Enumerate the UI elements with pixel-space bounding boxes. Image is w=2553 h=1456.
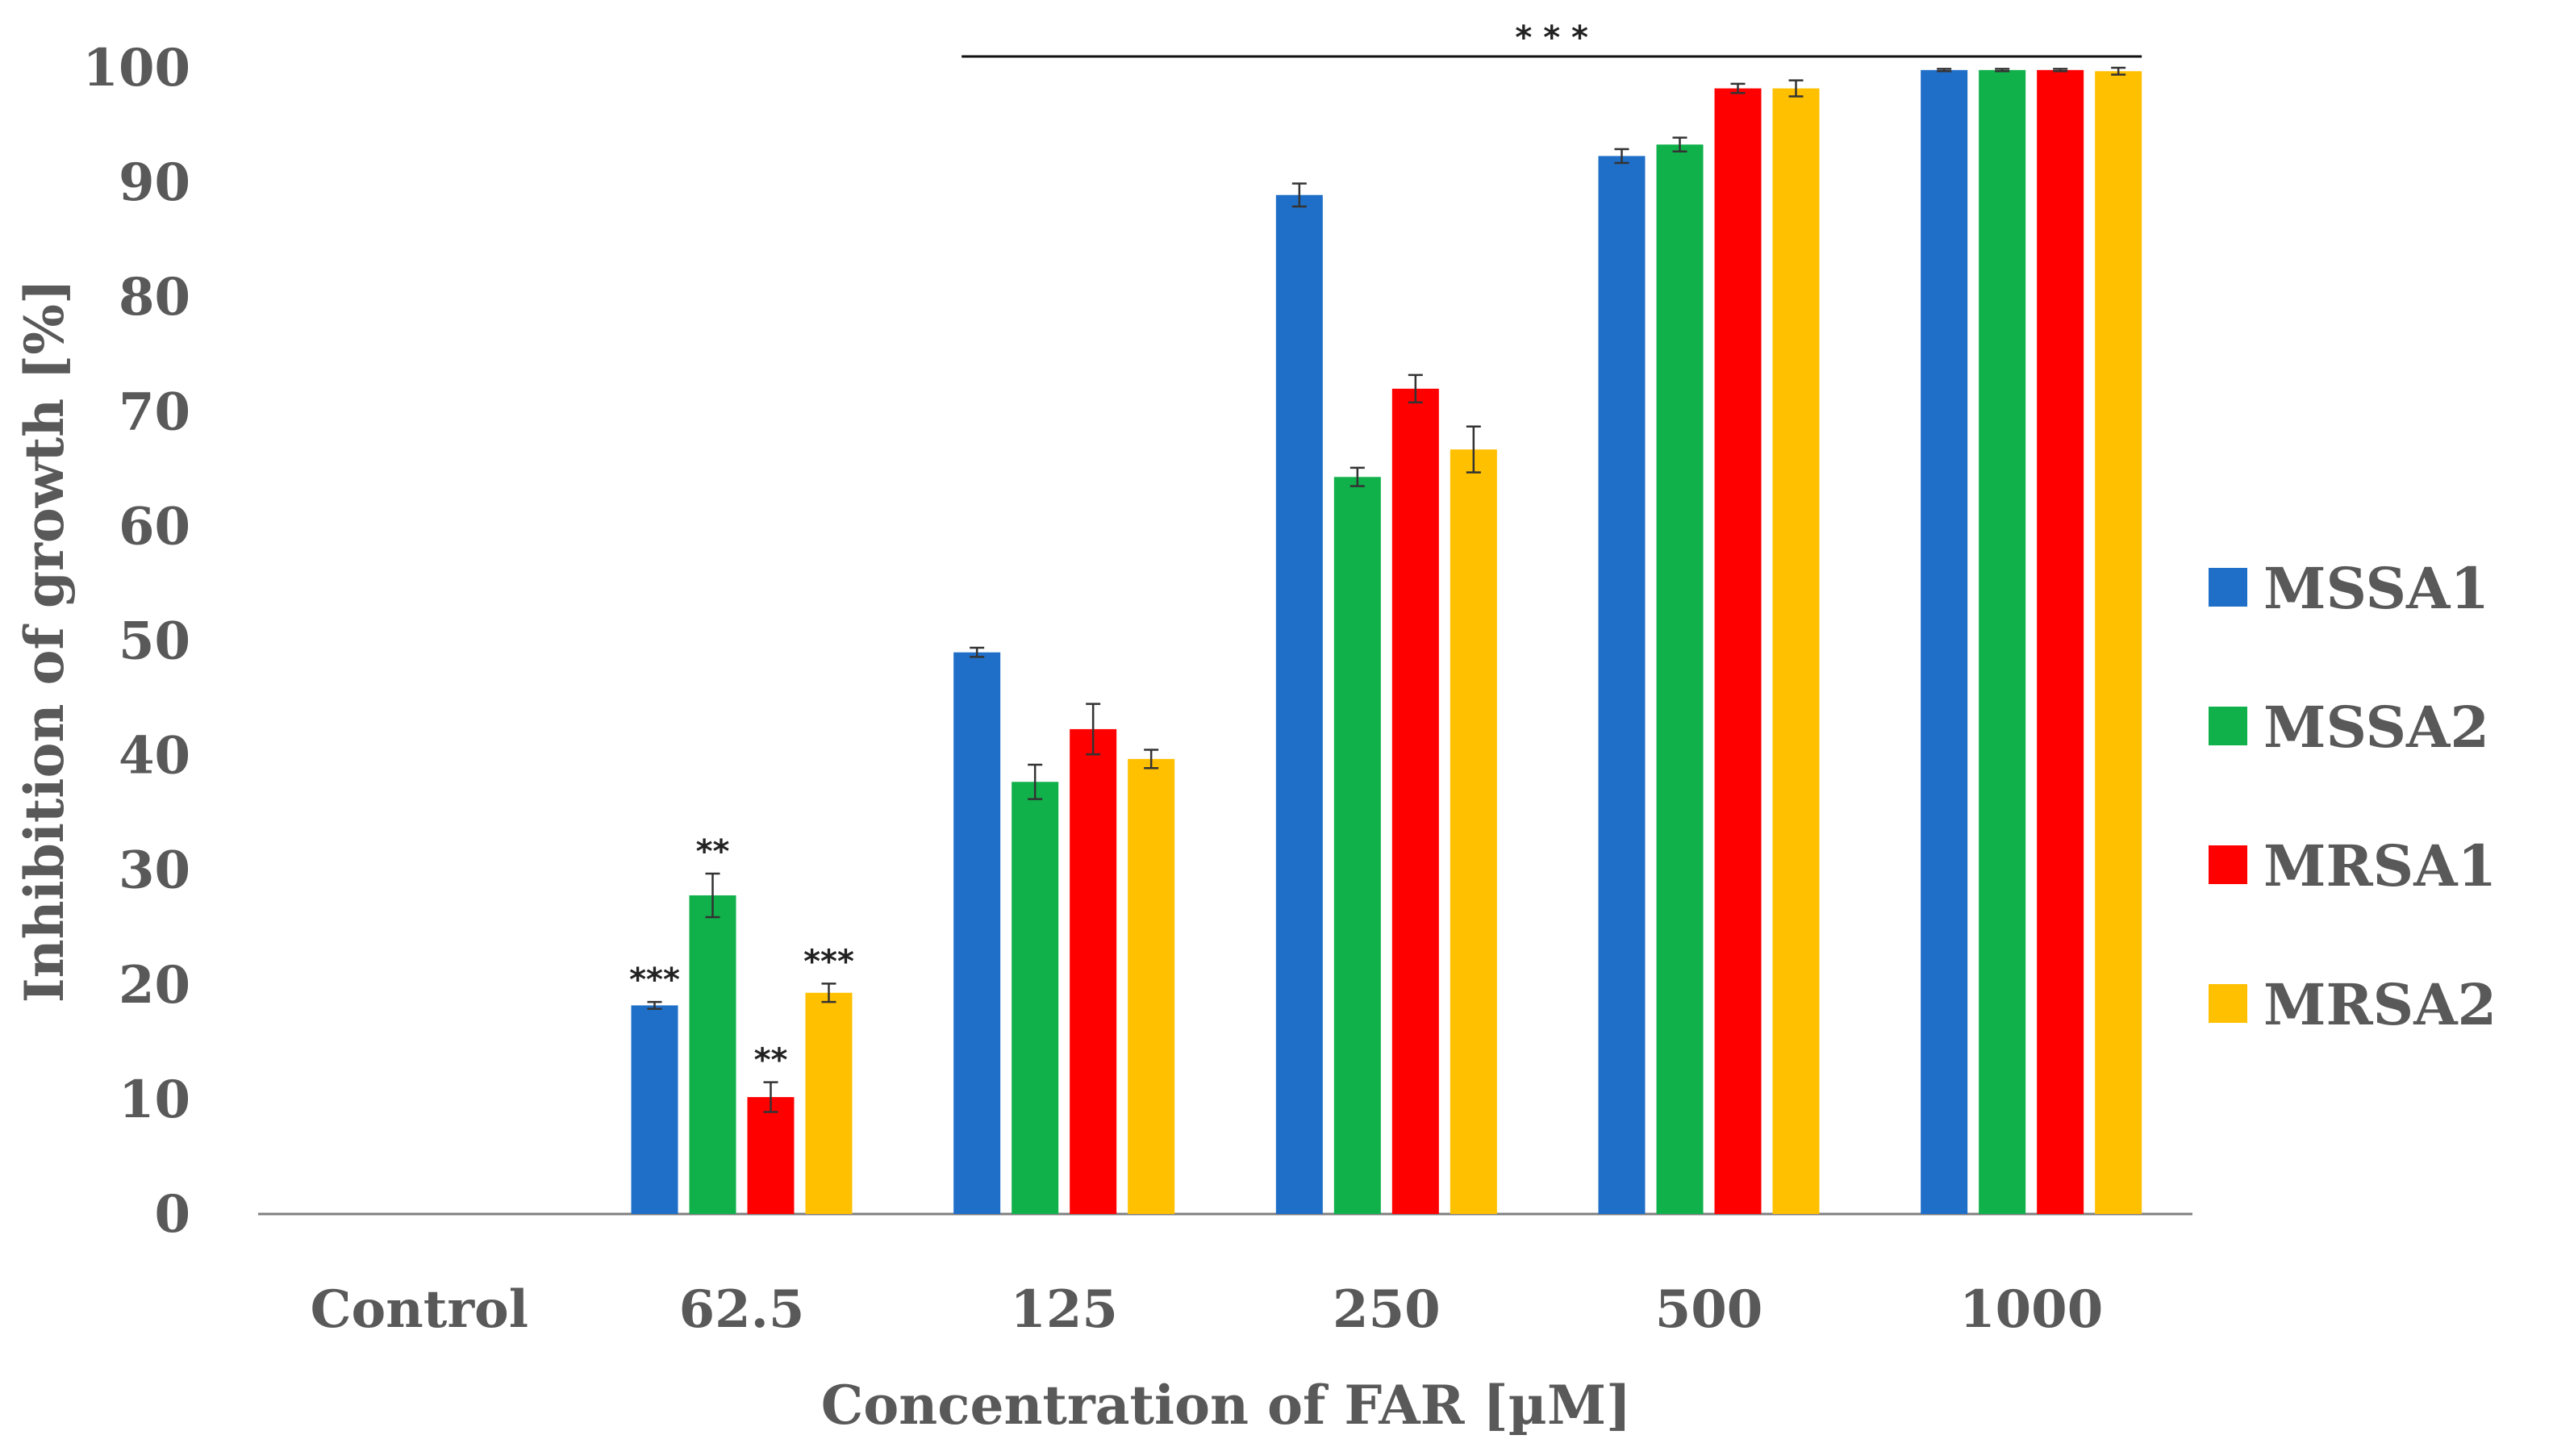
- x-tick-label: 500: [1655, 1279, 1763, 1340]
- y-tick-label: 80: [119, 267, 190, 327]
- y-tick-label: 0: [154, 1184, 190, 1245]
- y-tick-label: 50: [119, 611, 190, 672]
- x-tick-label: Control: [311, 1279, 528, 1340]
- bar-mssa2-500: [1656, 144, 1704, 1214]
- legend-label: MRSA1: [2263, 832, 2497, 899]
- legend-label: MRSA2: [2263, 971, 2497, 1038]
- error-bar: [1350, 466, 1365, 487]
- legend-label: MSSA1: [2263, 555, 2489, 622]
- x-tick-label: 125: [1010, 1279, 1118, 1340]
- legend: MSSA1 MSSA2 MRSA1 MRSA2: [2209, 555, 2497, 1038]
- x-tick-label: 1000: [1959, 1279, 2103, 1340]
- bar-mssa1-62-5: [631, 1005, 678, 1214]
- error-bar: [1144, 749, 1159, 770]
- bar-mssa1-1000: [1921, 69, 1968, 1214]
- error-bar: [1730, 82, 1746, 94]
- y-tick-label: 40: [119, 726, 190, 786]
- significance-label: **: [696, 833, 730, 870]
- bar-mssa2-62-5: [689, 895, 736, 1214]
- bar-mrsa2-250: [1450, 449, 1497, 1214]
- bar-mssa1-125: [953, 652, 1001, 1214]
- error-bar: [1937, 68, 1952, 73]
- x-tick-label: 62.5: [679, 1279, 805, 1340]
- legend-item-mrsa2: MRSA2: [2209, 971, 2497, 1038]
- error-bar: [1995, 68, 2010, 73]
- legend-swatch: [2209, 984, 2247, 1023]
- x-axis-ticks: Control 62.5 125 250 500 1000: [311, 1279, 2104, 1340]
- x-axis-title: Concentration of FAR [µM]: [821, 1374, 1632, 1437]
- legend-swatch: [2209, 845, 2247, 884]
- x-tick-label: 250: [1333, 1279, 1441, 1340]
- significance-label: ***: [803, 943, 854, 980]
- error-bar: [1614, 148, 1629, 165]
- bar-mrsa1-500: [1714, 88, 1762, 1214]
- legend-label: MSSA2: [2263, 694, 2489, 761]
- significance-label: **: [754, 1042, 788, 1079]
- y-tick-label: 20: [119, 955, 190, 1016]
- bar-mrsa2-125: [1128, 758, 1175, 1214]
- error-bar: [1672, 136, 1687, 152]
- legend-swatch: [2209, 568, 2247, 607]
- y-tick-label: 100: [82, 38, 190, 98]
- y-tick-label: 70: [119, 382, 190, 442]
- bar-mrsa2-62-5: [805, 992, 853, 1214]
- bar-mrsa1-1000: [2037, 69, 2084, 1214]
- legend-item-mssa2: MSSA2: [2209, 694, 2489, 761]
- error-bar: [2111, 66, 2126, 76]
- bracket-significance-label: * * *: [1515, 19, 1588, 56]
- y-tick-label: 30: [119, 841, 190, 901]
- bar-mssa2-1000: [1979, 69, 2026, 1214]
- legend-item-mrsa1: MRSA1: [2209, 832, 2497, 899]
- error-bars: [647, 66, 2126, 1113]
- bar-mssa2-125: [1012, 782, 1059, 1214]
- error-bar: [1291, 182, 1307, 208]
- error-bar: [1788, 79, 1804, 98]
- error-bar: [1028, 763, 1043, 800]
- y-tick-label: 10: [119, 1070, 190, 1130]
- significance-label: ***: [629, 962, 680, 999]
- y-tick-label: 60: [119, 496, 190, 557]
- y-axis-title: Inhibition of growth [%]: [13, 279, 76, 1003]
- bar-mrsa2-500: [1772, 88, 1820, 1214]
- bar-mssa1-250: [1275, 194, 1323, 1215]
- error-bar: [1086, 703, 1101, 756]
- bar-mssa2-250: [1333, 477, 1381, 1214]
- y-tick-label: 90: [119, 152, 190, 213]
- legend-swatch: [2209, 707, 2247, 745]
- error-bar: [1408, 373, 1423, 404]
- bar-mrsa1-125: [1070, 728, 1117, 1214]
- error-bar: [1466, 425, 1481, 474]
- y-axis-ticks: 0 10 20 30 40 50 60 70 80 90 100: [82, 38, 190, 1245]
- error-bar: [2053, 68, 2068, 73]
- error-bar: [763, 1081, 778, 1113]
- bar-mrsa1-250: [1391, 388, 1439, 1214]
- legend-item-mssa1: MSSA1: [2209, 555, 2489, 622]
- bar-mrsa2-1000: [2095, 71, 2142, 1215]
- significance-annotations: *********** * *: [629, 19, 2142, 1079]
- bar-mssa1-500: [1598, 156, 1646, 1215]
- bar-mrsa1-62-5: [747, 1097, 795, 1214]
- error-bar: [647, 1000, 662, 1010]
- bars: [631, 69, 2142, 1215]
- error-bar: [705, 872, 720, 919]
- error-bar: [970, 646, 985, 658]
- error-bar: [821, 982, 836, 1003]
